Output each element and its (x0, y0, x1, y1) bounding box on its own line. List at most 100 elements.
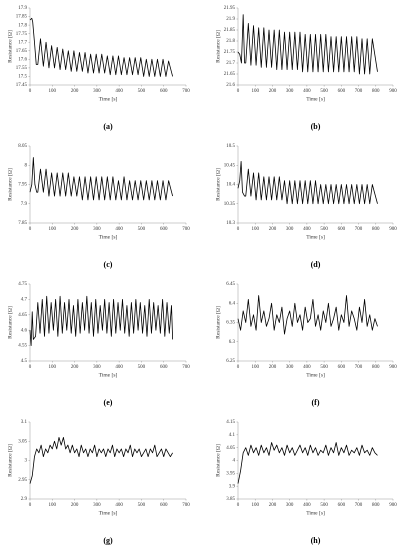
x-tick-label: 400 (115, 89, 123, 94)
x-tick-label: 0 (29, 365, 32, 370)
x-axis-label: Time [s] (306, 234, 325, 240)
panel-caption: (a) (103, 122, 113, 131)
panel-caption: (e) (104, 398, 113, 407)
x-axis-label: Time [s] (306, 510, 325, 516)
x-tick-label: 800 (372, 365, 380, 370)
x-tick-label: 400 (115, 365, 123, 370)
x-tick-label: 300 (286, 365, 294, 370)
x-tick-label: 500 (320, 89, 328, 94)
x-tick-label: 100 (251, 89, 259, 94)
x-tick-label: 200 (269, 227, 277, 232)
y-tick-label: 3.1 (21, 420, 28, 425)
y-axis-label: Resistance [Ω] (215, 30, 221, 63)
x-tick-label: 100 (49, 89, 57, 94)
x-tick-label: 700 (355, 227, 363, 232)
x-tick-label: 500 (138, 503, 146, 508)
x-tick-label: 600 (160, 227, 168, 232)
x-tick-label: 300 (93, 89, 101, 94)
data-line (237, 442, 378, 484)
x-tick-label: 0 (237, 365, 240, 370)
x-tick-label: 100 (251, 227, 259, 232)
x-tick-label: 800 (372, 227, 380, 232)
x-tick-label: 700 (182, 227, 190, 232)
x-tick-label: 600 (338, 503, 346, 508)
y-tick-label: 4 (233, 459, 236, 464)
x-axis-label: Time [s] (306, 96, 325, 102)
y-axis-label: Resistance [Ω] (7, 168, 13, 201)
y-tick-label: 4.05 (226, 446, 235, 451)
panel-caption: (g) (103, 536, 113, 545)
y-tick-label: 17.8 (18, 23, 27, 28)
y-tick-label: 10.3 (226, 221, 235, 226)
x-tick-label: 0 (237, 89, 240, 94)
y-tick-label: 21.6 (226, 83, 235, 88)
x-tick-label: 300 (286, 503, 294, 508)
x-tick-label: 400 (303, 227, 311, 232)
x-tick-label: 400 (115, 227, 123, 232)
data-line (29, 17, 174, 77)
x-tick-label: 600 (160, 365, 168, 370)
y-tick-label: 10.5 (226, 144, 235, 149)
panel-caption: (c) (104, 260, 113, 269)
panel-caption: (h) (311, 536, 321, 545)
x-axis-label: Time [s] (99, 510, 118, 516)
data-line (237, 14, 378, 75)
y-tick-label: 21.8 (226, 39, 235, 44)
x-axis-label: Time [s] (306, 372, 325, 378)
x-tick-label: 500 (320, 365, 328, 370)
y-tick-label: 17.5 (18, 75, 27, 80)
x-axis-label: Time [s] (99, 96, 118, 102)
y-tick-label: 4.1 (229, 433, 236, 438)
data-line (237, 295, 378, 335)
x-tick-label: 700 (182, 503, 190, 508)
y-tick-label: 10.4 (226, 183, 235, 188)
x-tick-label: 300 (93, 503, 101, 508)
x-tick-label: 0 (29, 89, 32, 94)
x-tick-label: 500 (320, 227, 328, 232)
y-tick-label: 6.25 (226, 359, 235, 364)
x-tick-label: 600 (160, 503, 168, 508)
x-tick-label: 900 (389, 227, 397, 232)
y-tick-label: 21.95 (224, 6, 236, 11)
x-tick-label: 800 (372, 89, 380, 94)
x-tick-label: 500 (138, 365, 146, 370)
x-tick-label: 0 (29, 503, 32, 508)
y-tick-label: 4.7 (21, 298, 28, 303)
y-tick-label: 6.35 (226, 321, 235, 326)
x-tick-label: 600 (338, 227, 346, 232)
panel-caption: (b) (311, 122, 321, 131)
x-tick-label: 600 (338, 365, 346, 370)
y-tick-label: 17.6 (18, 57, 27, 62)
y-tick-label: 3.9 (229, 484, 236, 489)
y-tick-label: 10.35 (224, 202, 236, 207)
y-tick-label: 21.65 (224, 72, 236, 77)
x-tick-label: 500 (320, 503, 328, 508)
y-tick-label: 4.6 (21, 328, 28, 333)
y-tick-label: 7.9 (21, 202, 28, 207)
x-tick-label: 100 (251, 503, 259, 508)
y-tick-label: 6.4 (229, 301, 236, 306)
x-tick-label: 300 (286, 89, 294, 94)
x-tick-label: 700 (355, 365, 363, 370)
y-tick-label: 2.9 (21, 497, 28, 502)
x-tick-label: 200 (71, 227, 79, 232)
x-tick-label: 100 (49, 227, 57, 232)
x-tick-label: 900 (389, 365, 397, 370)
y-tick-label: 3 (25, 459, 28, 464)
x-tick-label: 0 (237, 227, 240, 232)
x-tick-label: 700 (355, 89, 363, 94)
y-axis-label: Resistance [Ω] (215, 168, 221, 201)
y-tick-label: 7.95 (18, 183, 27, 188)
y-tick-label: 17.85 (16, 15, 28, 20)
y-tick-label: 7.85 (18, 221, 27, 226)
y-axis-label: Resistance [Ω] (215, 444, 221, 477)
y-axis-label: Resistance [Ω] (215, 306, 221, 339)
y-tick-label: 4.5 (21, 359, 28, 364)
x-tick-label: 200 (71, 503, 79, 508)
data-line (237, 161, 378, 205)
y-tick-label: 3.95 (226, 471, 235, 476)
y-tick-label: 4.75 (18, 282, 27, 287)
y-tick-label: 21.7 (226, 61, 235, 66)
x-axis-label: Time [s] (99, 234, 118, 240)
x-tick-label: 400 (303, 503, 311, 508)
